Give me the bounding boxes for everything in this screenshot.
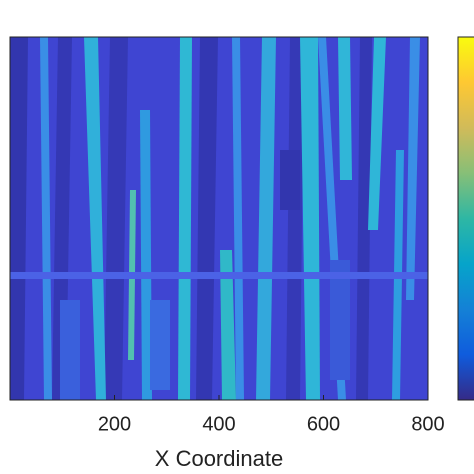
colorbar xyxy=(457,36,474,401)
x-tick-label: 200 xyxy=(98,413,131,435)
x-tick-label: 800 xyxy=(411,413,444,435)
x-axis-label: X Coordinate xyxy=(155,446,283,471)
x-tick-label: 400 xyxy=(202,413,235,435)
heatmap-image xyxy=(10,37,428,400)
x-tick-label: 600 xyxy=(307,413,340,435)
